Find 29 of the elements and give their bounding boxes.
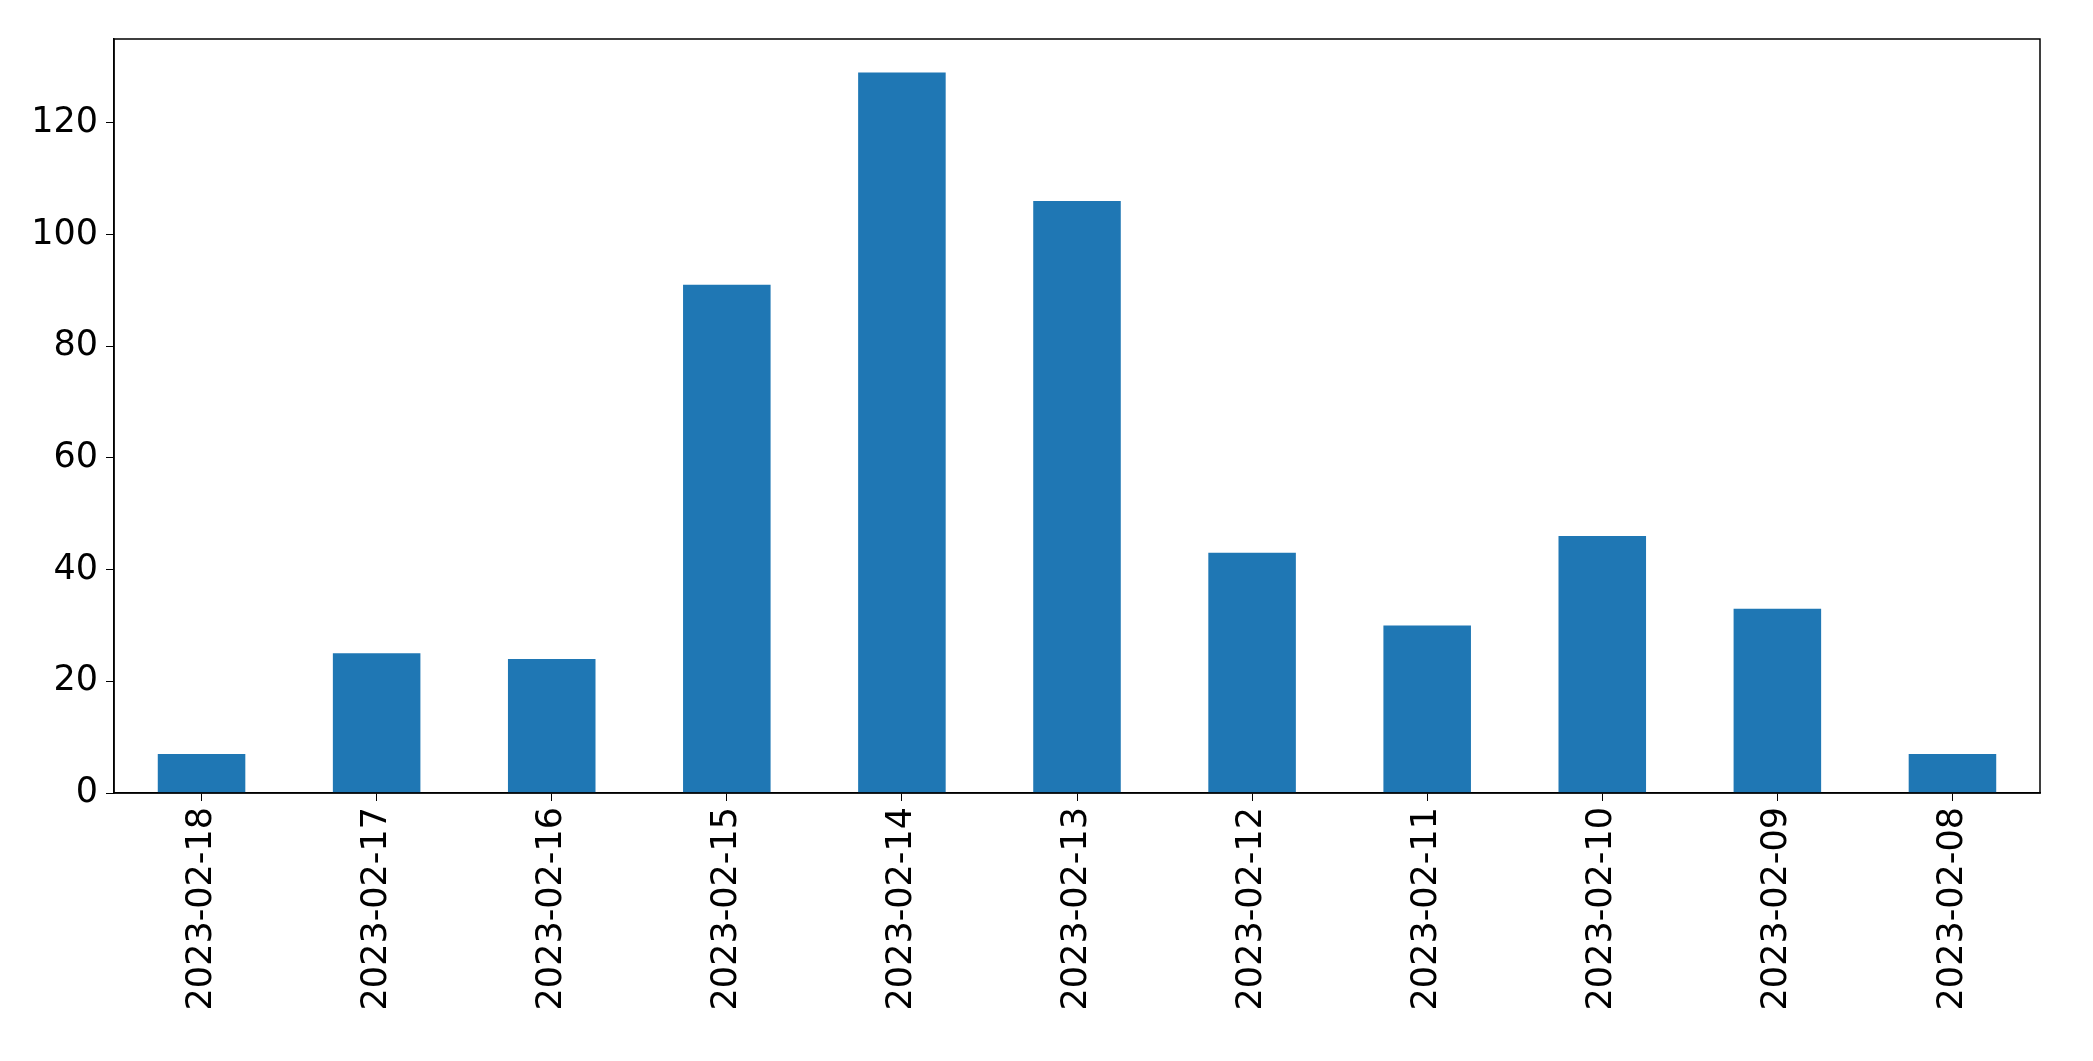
x-tick-label: 2023-02-18 <box>178 807 219 1011</box>
x-tick-label: 2023-02-17 <box>353 807 394 1011</box>
y-tick-label: 120 <box>31 99 98 140</box>
bar <box>1033 200 1121 793</box>
y-tick-label: 40 <box>53 546 98 587</box>
bar <box>1733 608 1822 793</box>
x-tick-label: 2023-02-12 <box>1229 807 1270 1011</box>
bar <box>507 658 596 793</box>
x-tick-label: 2023-02-14 <box>879 807 919 1011</box>
y-tick-label: 0 <box>75 770 98 811</box>
x-tick-label: 2023-02-08 <box>1929 807 1970 1011</box>
y-tick-label: 60 <box>53 434 98 475</box>
bar <box>858 72 946 793</box>
bar <box>332 653 421 793</box>
bar <box>1558 536 1647 793</box>
bar <box>1908 753 1997 793</box>
x-tick-label: 2023-02-10 <box>1579 807 1620 1011</box>
x-tick-label: 2023-02-09 <box>1754 807 1795 1011</box>
bar <box>1208 552 1296 793</box>
x-tick-label: 2023-02-16 <box>528 807 569 1011</box>
x-tick-label: 2023-02-15 <box>703 807 744 1011</box>
bar <box>1383 625 1471 793</box>
bar <box>683 284 771 793</box>
x-tick-label: 2023-02-11 <box>1404 807 1445 1011</box>
y-tick-label: 80 <box>53 323 98 364</box>
y-tick-label: 20 <box>53 658 98 699</box>
y-tick-label: 100 <box>31 211 98 252</box>
bar <box>157 753 246 793</box>
x-tick-label: 2023-02-13 <box>1054 807 1095 1011</box>
